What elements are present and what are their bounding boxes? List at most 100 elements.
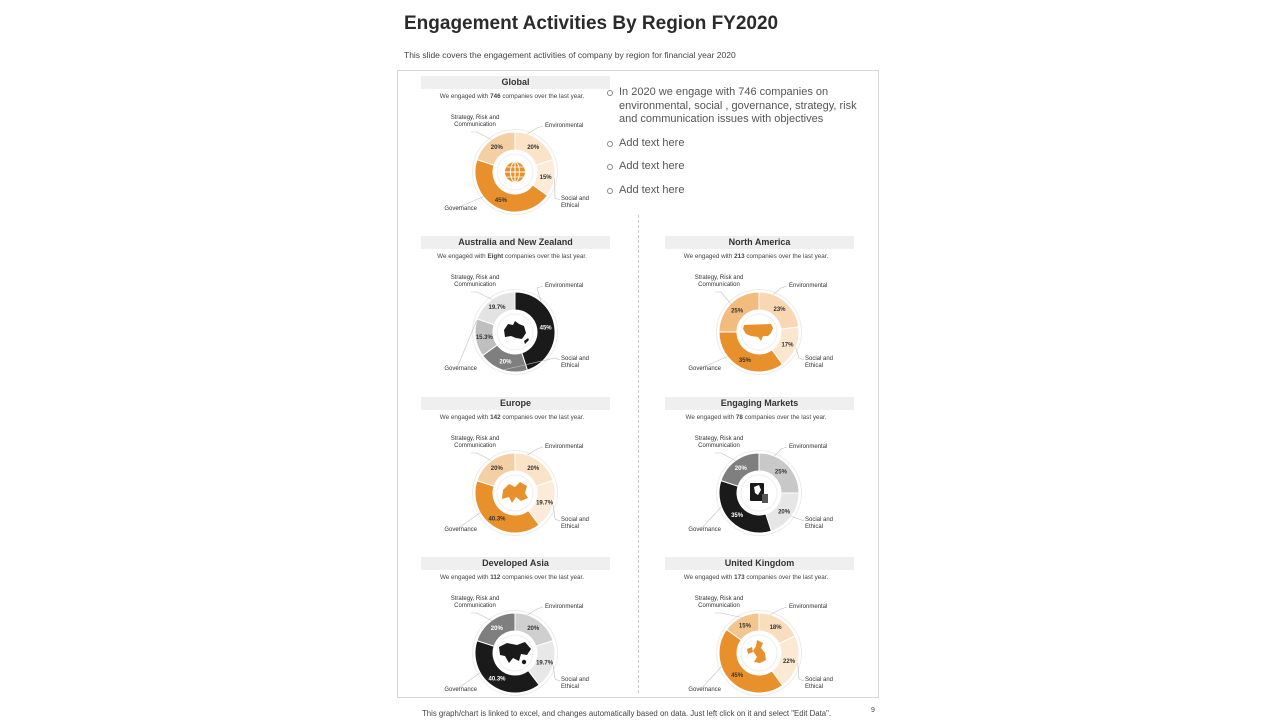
slice-value-label: 25%: [775, 469, 788, 475]
region-section-na: North America We engaged with 213 compan…: [651, 236, 861, 391]
donut-slice[interactable]: [476, 131, 516, 166]
region-title: Australia and New Zealand: [421, 236, 610, 249]
leader-line: [471, 452, 492, 461]
donut-slice[interactable]: [474, 480, 540, 534]
bullet-list: In 2020 we engage with 746 companies on …: [607, 86, 867, 207]
donut-slice[interactable]: [514, 291, 556, 371]
bullet-text: Add text here: [619, 183, 685, 196]
category-label-strategy: Communication: [454, 282, 496, 288]
category-label-social: Social and: [561, 356, 589, 362]
category-label-social: Social and: [561, 196, 589, 202]
donut-chart-na[interactable]: 23% 17% 35% 25% Environmental Social andEthic…: [651, 262, 861, 392]
leader-line: [699, 666, 722, 690]
region-caption: We engaged with Eight companies over the…: [437, 253, 587, 260]
region-caption: We engaged with 213 companies over the l…: [683, 253, 829, 260]
category-label-social: Social and: [561, 517, 589, 523]
region-caption: We engaged with 78 companies over the la…: [685, 414, 827, 421]
bullet-item: Add text here: [607, 160, 867, 174]
slice-value-label: 19.7%: [536, 661, 554, 667]
globe-icon: [505, 161, 525, 183]
donut-inner-ring: [496, 634, 534, 672]
donut-slice[interactable]: [476, 612, 516, 647]
leader-line: [536, 285, 544, 302]
slice-value-label: 45%: [540, 325, 553, 331]
category-label-strategy: Strategy, Risk and: [451, 275, 500, 281]
slice-value-label: 20%: [735, 466, 748, 472]
slice-value-label: 40.3%: [489, 516, 507, 522]
category-label-governance: Governance: [688, 366, 721, 372]
bullet-dot-icon: [607, 164, 613, 170]
donut-chart-global[interactable]: 20% 15% 45% 20% Environmental Social andEthic…: [407, 102, 617, 232]
donut-slice[interactable]: [725, 612, 760, 641]
page-subtitle: This slide covers the engagement activit…: [404, 50, 736, 60]
category-label-social: Ethical: [561, 203, 579, 209]
region-title: Engaging Markets: [665, 397, 854, 410]
slice-value-label: 17%: [781, 343, 794, 349]
region-section-asia: Developed Asia We engaged with 112 compa…: [407, 557, 617, 712]
slice-value-label: 15.3%: [476, 335, 494, 341]
category-label-governance: Governance: [688, 527, 721, 533]
category-label-social: Social and: [805, 677, 833, 683]
category-label-strategy: Strategy, Risk and: [695, 436, 744, 442]
leader-line: [795, 347, 805, 361]
category-label-social: Ethical: [805, 684, 823, 690]
leader-line: [774, 446, 788, 457]
donut-inner-ring: [496, 153, 534, 191]
leader-line: [471, 612, 492, 621]
donut-slice[interactable]: [474, 640, 540, 694]
category-label-environmental: Environmental: [545, 604, 583, 610]
slice-value-label: 20%: [491, 145, 504, 151]
category-label-social: Social and: [805, 517, 833, 523]
donut-slice[interactable]: [720, 452, 760, 487]
region-title: United Kingdom: [665, 557, 854, 570]
donut-chart-asia[interactable]: 20% 19.7% 40.3% 20% Environmental Social andE…: [407, 583, 617, 713]
category-label-strategy: Communication: [454, 603, 496, 609]
category-label-strategy: Strategy, Risk and: [695, 596, 744, 602]
slice-value-label: 18%: [770, 625, 783, 631]
donut-outer-ring: [472, 129, 558, 215]
footer-note: This graph/chart is linked to excel, and…: [422, 709, 832, 718]
company-count: 746: [490, 93, 501, 100]
region-section-europe: Europe We engaged with 142 companies ove…: [407, 397, 617, 552]
donut-slice[interactable]: [718, 291, 760, 333]
donut-slice[interactable]: [476, 452, 516, 487]
leader-line: [770, 606, 788, 615]
donut-chart-europe[interactable]: 20% 19.7% 40.3% 20% Environmental Social andE…: [407, 423, 617, 553]
donut-outer-ring: [472, 610, 558, 696]
region-title: North America: [665, 236, 854, 249]
market-map-icon: [750, 483, 768, 503]
leader-line: [797, 662, 805, 682]
slice-value-label: 45%: [495, 198, 508, 204]
category-label-environmental: Environmental: [789, 283, 827, 289]
donut-slice[interactable]: [474, 159, 549, 213]
category-label-social: Ethical: [561, 524, 579, 530]
slice-value-label: 23%: [773, 307, 786, 313]
category-label-strategy: Communication: [698, 603, 740, 609]
slice-value-label: 20%: [527, 466, 540, 472]
donut-chart-anz[interactable]: 45% 20% 15.3% 19.7% Environmental Social andE…: [407, 262, 617, 392]
region-section-global: Global We engaged with 746 companies ove…: [407, 76, 617, 231]
leader-line: [527, 446, 544, 456]
leader-line: [715, 291, 731, 304]
category-label-strategy: Communication: [454, 122, 496, 128]
category-label-social: Ethical: [561, 684, 579, 690]
usa-map-icon: [743, 324, 773, 341]
category-label-strategy: Strategy, Risk and: [451, 436, 500, 442]
category-label-social: Social and: [805, 356, 833, 362]
donut-slice[interactable]: [476, 291, 516, 326]
category-label-strategy: Communication: [454, 443, 496, 449]
region-caption: We engaged with 112 companies over the l…: [439, 574, 585, 581]
donut-slice[interactable]: [718, 628, 784, 694]
donut-inner-ring: [740, 634, 778, 672]
donut-chart-uk[interactable]: 18% 22% 45% 15% Environmental Social andEthic…: [651, 583, 861, 713]
slice-value-label: 20%: [527, 145, 540, 151]
company-count: 142: [490, 414, 501, 421]
leader-line: [715, 612, 741, 618]
donut-inner-ring: [740, 313, 778, 351]
uk-map-icon: [747, 640, 766, 663]
content-panel: [397, 70, 879, 698]
leader-line: [554, 178, 561, 201]
donut-outer-ring: [472, 450, 558, 536]
donut-chart-em[interactable]: 25% 20% 35% 20% Environmental Social andEthic…: [651, 423, 861, 553]
category-label-environmental: Environmental: [545, 444, 583, 450]
